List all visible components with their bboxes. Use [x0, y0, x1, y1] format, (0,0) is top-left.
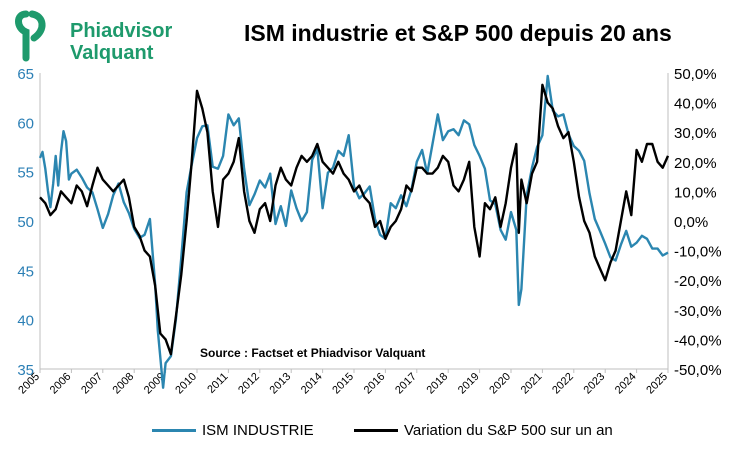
x-tick-label: 2022	[550, 371, 576, 397]
x-tick-label: 2016	[362, 371, 388, 397]
right-tick-label: 20,0%	[674, 155, 717, 172]
x-tick-label: 2018	[425, 371, 451, 397]
x-tick-label: 2019	[456, 371, 482, 397]
series-line-ism	[38, 74, 669, 389]
right-tick-label: 50,0%	[674, 66, 717, 83]
series-line-sp	[39, 83, 670, 356]
x-tick-label: 2023	[582, 371, 608, 397]
legend-item-sp: Variation du S&P 500 sur un an	[354, 422, 613, 439]
legend-swatch-sp	[354, 429, 398, 432]
brand-line-1: Phiadvisor	[70, 20, 173, 42]
x-tick-label: 2020	[487, 371, 513, 397]
right-tick-label: -20,0%	[674, 273, 722, 290]
source-annotation: Source : Factset et Phiadvisor Valquant	[200, 346, 425, 360]
legend-label-sp: Variation du S&P 500 sur un an	[404, 422, 613, 439]
right-tick-label: 0,0%	[674, 214, 708, 231]
x-tick-label: 2008	[111, 371, 137, 397]
right-tick-label: -50,0%	[674, 362, 722, 379]
left-tick-label: 65	[17, 66, 34, 83]
right-tick-label: -40,0%	[674, 332, 722, 349]
left-tick-label: 60	[17, 115, 34, 132]
brand-name: Phiadvisor Valquant	[70, 20, 172, 64]
left-tick-label: 45	[17, 263, 34, 280]
right-tick-label: -10,0%	[674, 244, 722, 261]
legend-label-ism: ISM INDUSTRIE	[202, 422, 314, 439]
right-tick-label: -30,0%	[674, 303, 722, 320]
right-tick-label: 10,0%	[674, 184, 717, 201]
chart-title: ISM industrie et S&P 500 depuis 20 ans	[244, 20, 672, 46]
x-tick-label: 2007	[79, 371, 105, 397]
x-tick-label: 2011	[205, 371, 230, 396]
left-tick-label: 50	[17, 214, 34, 231]
brand-mark-icon	[15, 10, 46, 62]
brand-line-2: Valquant	[70, 42, 154, 64]
legend-swatch-ism	[152, 429, 196, 432]
x-tick-label: 2017	[393, 371, 419, 397]
x-tick-label: 2014	[299, 371, 325, 397]
chart-legend: ISM INDUSTRIE Variation du S&P 500 sur u…	[0, 418, 752, 448]
left-tick-label: 35	[17, 362, 34, 379]
x-tick-label: 2021	[519, 371, 545, 397]
x-tick-label: 2024	[613, 371, 639, 397]
brand-logo: Phiadvisor Valquant	[8, 8, 208, 64]
x-tick-label: 2015	[330, 371, 356, 397]
left-tick-label: 55	[17, 165, 34, 182]
x-tick-label: 2025	[644, 371, 670, 397]
x-tick-label: 2010	[173, 371, 199, 397]
x-tick-label: 2013	[268, 371, 294, 397]
left-tick-label: 40	[17, 313, 34, 330]
x-tick-label: 2006	[48, 371, 74, 397]
x-tick-label: 2012	[236, 371, 262, 397]
right-tick-label: 30,0%	[674, 125, 717, 142]
right-tick-label: 40,0%	[674, 96, 717, 113]
legend-item-ism: ISM INDUSTRIE	[152, 422, 314, 439]
